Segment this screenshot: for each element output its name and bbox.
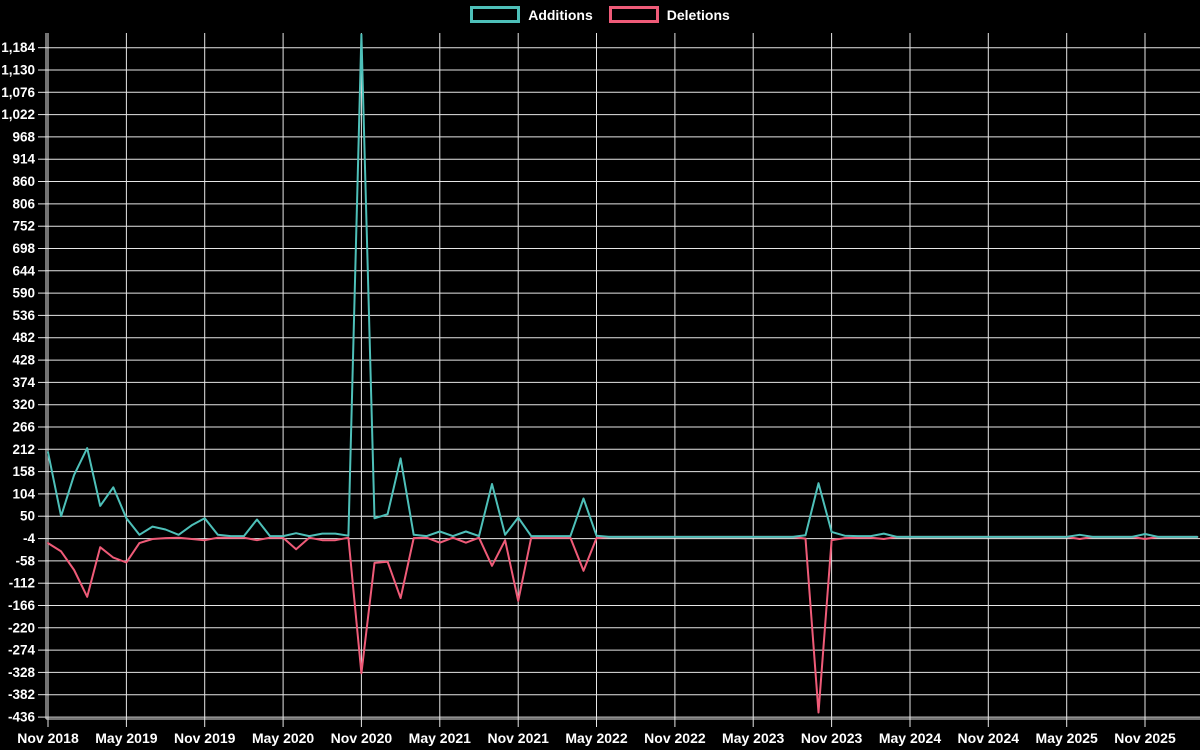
- y-tick-label: 428: [12, 353, 35, 368]
- y-tick-label: 1,130: [1, 63, 35, 78]
- y-tick-label: 320: [12, 397, 35, 412]
- legend-label-deletions: Deletions: [666, 6, 730, 23]
- y-tick-label: 806: [12, 196, 35, 211]
- y-tick-label: 536: [12, 308, 35, 323]
- x-tick-label: Nov 2024: [958, 730, 1020, 746]
- y-tick-label: 1,022: [1, 107, 35, 122]
- y-tick-label: -328: [8, 665, 36, 680]
- y-tick-label: -220: [8, 620, 35, 635]
- y-tick-label: -58: [15, 553, 35, 568]
- y-tick-label: 860: [12, 174, 35, 189]
- y-tick-label: -4: [23, 531, 35, 546]
- chart-legend: Additions Deletions: [0, 6, 1200, 23]
- y-tick-label: -166: [8, 598, 36, 613]
- y-tick-label: 1,076: [1, 85, 35, 100]
- x-tick-label: Nov 2021: [487, 730, 549, 746]
- x-tick-label: Nov 2020: [331, 730, 393, 746]
- y-tick-label: 104: [12, 486, 35, 501]
- x-tick-label: Nov 2019: [174, 730, 236, 746]
- y-tick-label: 968: [12, 129, 35, 144]
- legend-label-additions: Additions: [528, 6, 593, 23]
- x-tick-label: May 2024: [879, 730, 941, 746]
- y-tick-label: -112: [9, 576, 35, 591]
- legend-item-additions[interactable]: Additions: [470, 6, 593, 23]
- x-tick-label: May 2023: [722, 730, 784, 746]
- legend-item-deletions[interactable]: Deletions: [608, 6, 730, 23]
- y-tick-label: 374: [12, 375, 35, 390]
- y-tick-label: 50: [20, 509, 35, 524]
- additions-line: [47, 33, 1199, 538]
- deletions-swatch-icon: [608, 6, 659, 23]
- x-tick-label: May 2019: [95, 730, 157, 746]
- y-tick-label: 158: [12, 464, 35, 479]
- y-tick-label: 212: [12, 442, 35, 457]
- y-tick-label: 698: [12, 241, 35, 256]
- y-tick-label: 914: [12, 152, 35, 167]
- x-tick-label: Nov 2023: [801, 730, 863, 746]
- y-tick-label: 266: [12, 420, 35, 435]
- x-tick-label: May 2021: [409, 730, 471, 746]
- y-tick-label: 590: [12, 286, 35, 301]
- x-tick-label: Nov 2022: [644, 730, 706, 746]
- deletions-line: [47, 535, 1199, 714]
- y-tick-label: 1,184: [1, 40, 35, 55]
- x-tick-label: May 2025: [1036, 730, 1098, 746]
- y-tick-label: -436: [8, 710, 36, 725]
- y-tick-label: 752: [12, 219, 35, 234]
- y-tick-label: -382: [8, 687, 35, 702]
- x-tick-label: Nov 2025: [1114, 730, 1176, 746]
- x-tick-label: May 2020: [252, 730, 314, 746]
- additions-swatch-icon: [470, 6, 521, 23]
- x-tick-label: Nov 2018: [17, 730, 79, 746]
- axis-tick-labels: -436 -382 -328 -274 -220 -166 -112 -58 -4 50 104 15…: [1, 40, 1176, 746]
- y-tick-label: -274: [8, 643, 36, 658]
- y-tick-label: 482: [12, 330, 35, 345]
- x-tick-label: May 2022: [565, 730, 627, 746]
- y-tick-label: 644: [12, 263, 35, 278]
- gridlines: [38, 33, 1200, 727]
